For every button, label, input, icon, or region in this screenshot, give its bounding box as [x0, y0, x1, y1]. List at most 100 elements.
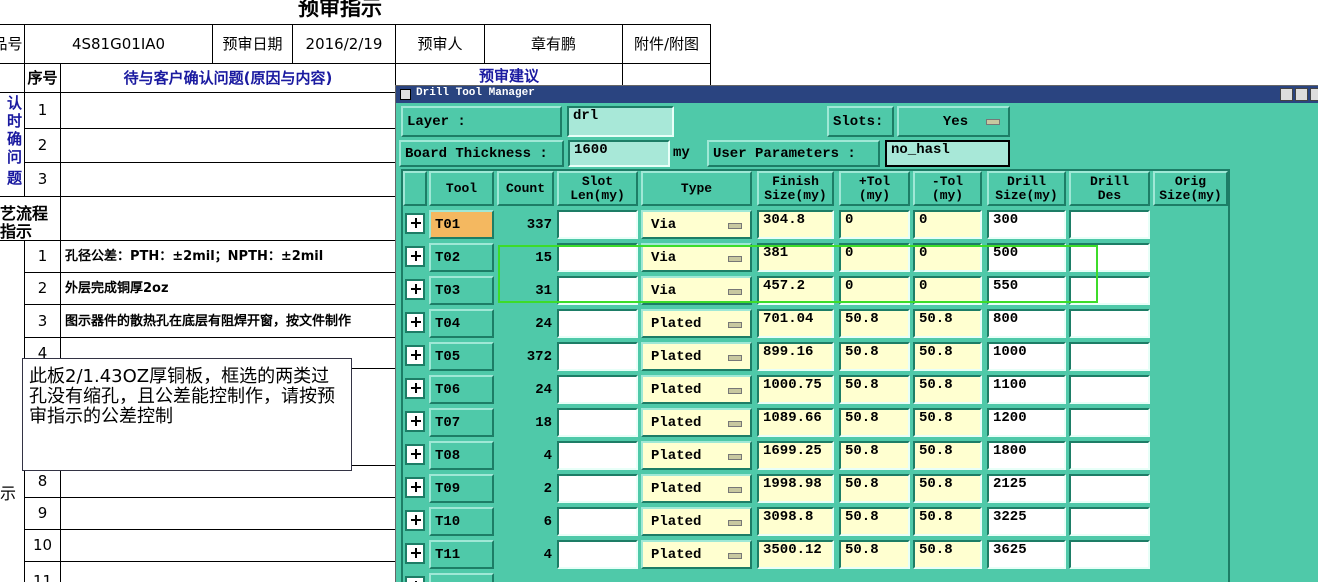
drill-size-field[interactable]: 3225 [987, 507, 1066, 536]
slot-len-field[interactable] [557, 375, 638, 404]
minus-tol-field[interactable]: 0 [913, 243, 982, 272]
finish-size-field[interactable]: 899.16 [757, 342, 834, 371]
minus-tol-field[interactable]: 50.8 [913, 408, 982, 437]
tool-button[interactable]: T09 [429, 474, 494, 503]
drill-size-field[interactable]: 2125 [987, 474, 1066, 503]
minus-tol-field[interactable]: 50.8 [913, 474, 982, 503]
drill-des-field[interactable] [1069, 441, 1150, 470]
tool-button[interactable]: T03 [429, 276, 494, 305]
drill-des-field[interactable] [1069, 210, 1150, 239]
drill-size-field[interactable]: 300 [987, 210, 1066, 239]
expand-button[interactable] [405, 378, 425, 399]
minus-tol-field[interactable]: 0 [913, 276, 982, 305]
finish-size-field[interactable]: 1000.75 [757, 375, 834, 404]
drill-des-field[interactable] [1069, 276, 1150, 305]
plus-tol-field[interactable]: 50.8 [839, 507, 910, 536]
close-button[interactable] [1310, 88, 1318, 101]
type-dropdown[interactable]: Via [641, 210, 752, 239]
expand-button[interactable] [405, 411, 425, 432]
user-params-field[interactable]: no_hasl [885, 140, 1010, 167]
drill-size-field[interactable]: 3625 [987, 540, 1066, 569]
drill-des-field[interactable] [1069, 342, 1150, 371]
plus-tol-field[interactable]: 50.8 [839, 342, 910, 371]
slot-len-field[interactable] [557, 507, 638, 536]
plus-tol-field[interactable]: 50.8 [839, 540, 910, 569]
type-dropdown[interactable]: Plated [641, 342, 752, 371]
slot-len-field[interactable] [557, 408, 638, 437]
plus-tol-field[interactable]: 0 [839, 243, 910, 272]
user-params-button[interactable]: User Parameters : [707, 140, 880, 167]
plus-tol-field[interactable]: 50.8 [839, 474, 910, 503]
layer-field[interactable]: drl [567, 106, 674, 137]
type-dropdown[interactable]: Plated [641, 474, 752, 503]
tool-button[interactable]: T11 [429, 540, 494, 569]
minus-tol-field[interactable]: 50.8 [913, 309, 982, 338]
finish-size-field[interactable]: 3098.8 [757, 507, 834, 536]
drill-size-field[interactable]: 1100 [987, 375, 1066, 404]
expand-button[interactable] [405, 576, 425, 582]
tool-button[interactable]: T02 [429, 243, 494, 272]
plus-tol-field[interactable]: 50.8 [839, 375, 910, 404]
drill-size-field[interactable]: 1800 [987, 441, 1066, 470]
plus-tol-field[interactable]: 50.8 [839, 408, 910, 437]
slot-len-field[interactable] [557, 276, 638, 305]
minus-tol-field[interactable]: 50.8 [913, 375, 982, 404]
minus-tol-field[interactable]: 50.8 [913, 540, 982, 569]
slot-len-field[interactable] [557, 210, 638, 239]
finish-size-field[interactable]: 381 [757, 243, 834, 272]
finish-size-field[interactable]: 457.2 [757, 276, 834, 305]
tool-button[interactable]: T08 [429, 441, 494, 470]
drill-des-field[interactable] [1069, 507, 1150, 536]
minus-tol-field[interactable]: 0 [913, 210, 982, 239]
expand-button[interactable] [405, 477, 425, 498]
tool-button[interactable]: T06 [429, 375, 494, 404]
drill-des-field[interactable] [1069, 408, 1150, 437]
drill-des-field[interactable] [1069, 540, 1150, 569]
tool-button[interactable]: T05 [429, 342, 494, 371]
tool-button[interactable]: T07 [429, 408, 494, 437]
minimize-button[interactable] [1280, 88, 1293, 101]
expand-button[interactable] [405, 510, 425, 531]
finish-size-field[interactable]: 1089.66 [757, 408, 834, 437]
type-dropdown[interactable]: Plated [641, 309, 752, 338]
expand-button[interactable] [405, 279, 425, 300]
plus-tol-field[interactable]: 50.8 [839, 441, 910, 470]
type-dropdown[interactable]: Plated [641, 441, 752, 470]
type-dropdown[interactable]: Via [641, 243, 752, 272]
drill-des-field[interactable] [1069, 243, 1150, 272]
tool-button[interactable] [429, 573, 494, 582]
expand-button[interactable] [405, 213, 425, 234]
minus-tol-field[interactable]: 50.8 [913, 507, 982, 536]
expand-button[interactable] [405, 246, 425, 267]
plus-tol-field[interactable]: 0 [839, 210, 910, 239]
slots-dropdown[interactable]: Yes [897, 106, 1010, 137]
drill-size-field[interactable]: 500 [987, 243, 1066, 272]
type-dropdown[interactable]: Via [641, 276, 752, 305]
type-dropdown[interactable]: Plated [641, 408, 752, 437]
maximize-button[interactable] [1295, 88, 1308, 101]
tool-button[interactable]: T10 [429, 507, 494, 536]
finish-size-field[interactable]: 304.8 [757, 210, 834, 239]
minus-tol-field[interactable]: 50.8 [913, 441, 982, 470]
finish-size-field[interactable]: 1998.98 [757, 474, 834, 503]
finish-size-field[interactable]: 701.04 [757, 309, 834, 338]
slot-len-field[interactable] [557, 309, 638, 338]
thickness-field[interactable]: 1600 [568, 140, 670, 167]
finish-size-field[interactable]: 3500.12 [757, 540, 834, 569]
slot-len-field[interactable] [557, 441, 638, 470]
drill-des-field[interactable] [1069, 474, 1150, 503]
expand-button[interactable] [405, 444, 425, 465]
drill-des-field[interactable] [1069, 375, 1150, 404]
expand-button[interactable] [405, 312, 425, 333]
slot-len-field[interactable] [557, 342, 638, 371]
slot-len-field[interactable] [557, 243, 638, 272]
minus-tol-field[interactable]: 50.8 [913, 342, 982, 371]
slot-len-field[interactable] [557, 540, 638, 569]
type-dropdown[interactable]: Plated [641, 375, 752, 404]
tool-button[interactable]: T04 [429, 309, 494, 338]
type-dropdown[interactable]: Plated [641, 507, 752, 536]
type-dropdown[interactable]: Plated [641, 540, 752, 569]
expand-button[interactable] [405, 543, 425, 564]
plus-tol-field[interactable]: 50.8 [839, 309, 910, 338]
expand-button[interactable] [405, 345, 425, 366]
